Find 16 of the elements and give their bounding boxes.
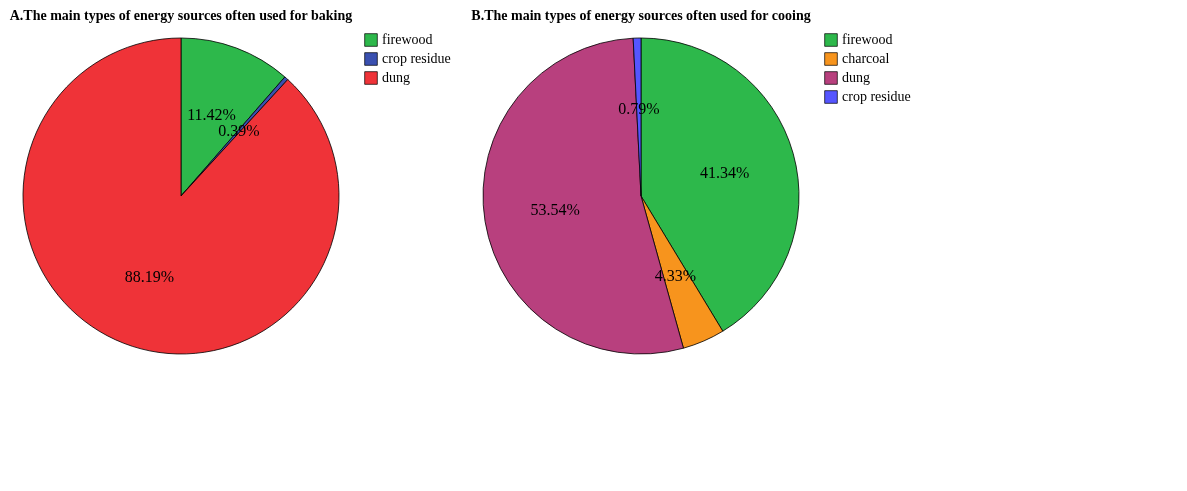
data-label: 88.19%: [124, 267, 175, 285]
legend-label: firewood: [842, 32, 893, 47]
legend-label: firewood: [382, 32, 433, 47]
legend-label: dung: [842, 70, 870, 85]
legend-label: dung: [382, 70, 410, 85]
data-label: 11.42%: [187, 105, 236, 123]
data-label: 53.54%: [530, 200, 580, 218]
legend-label: crop residue: [382, 51, 451, 66]
data-label: 0.79%: [618, 100, 660, 118]
legend-label: crop residue: [842, 89, 911, 104]
data-label: 41.34%: [700, 163, 750, 181]
pie-slice: [22, 37, 340, 355]
chart-title: A.The main types of energy sources often used for baking: [9, 8, 353, 23]
chart-title: B.The main types of energy sources often used for cooing: [471, 8, 811, 23]
data-label: 0.39%: [218, 122, 260, 140]
legend-label: charcoal: [842, 51, 890, 66]
